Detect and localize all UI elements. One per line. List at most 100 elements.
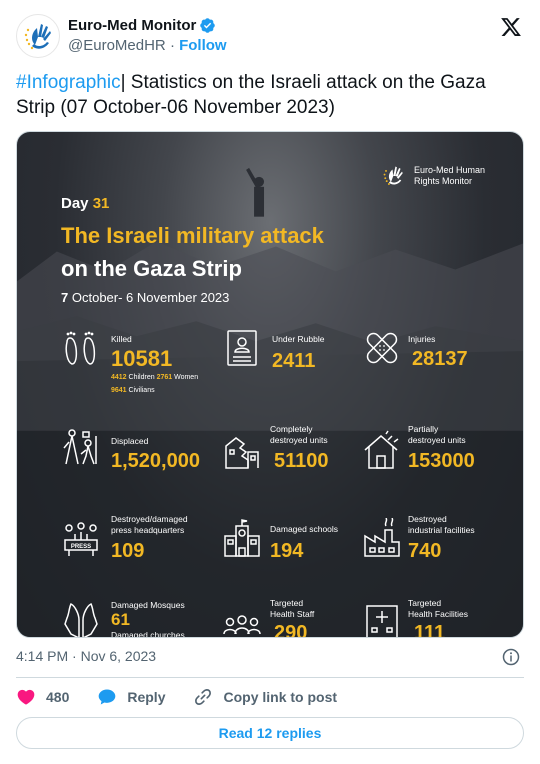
org-name: Euro-Med Human Rights Monitor xyxy=(413,165,485,186)
civilians-label: Civilians xyxy=(128,387,155,394)
stat-value: 153000 xyxy=(408,450,475,472)
hospital-icon xyxy=(366,605,398,637)
rubble-background xyxy=(17,167,523,637)
stat-schools: Damaged schools 194 xyxy=(222,512,362,572)
timestamp[interactable]: 4:14 PM · Nov 6, 2023 xyxy=(16,648,157,664)
damaged-house-icon xyxy=(364,430,399,469)
day-number: 31 xyxy=(92,195,110,212)
reply-button[interactable]: Reply xyxy=(97,687,165,707)
stat-injuries: Injuries 28137 xyxy=(362,328,512,388)
date-range-start: 7 xyxy=(61,290,69,305)
press-sign: PRESS xyxy=(71,544,91,550)
date-range: 7 October- 6 November 2023 xyxy=(61,290,229,305)
children-value: 4412 xyxy=(111,374,127,381)
infographic-title-line1: The Israeli military attack xyxy=(61,223,324,248)
infographic-image[interactable]: Euro-Med Human Rights Monitor Day 31 The… xyxy=(16,131,524,638)
name-row: Euro-Med Monitor xyxy=(68,17,216,34)
handle[interactable]: @EuroMedHR xyxy=(68,37,166,54)
stat-label: Targeted Health Facilities xyxy=(408,598,468,619)
stat-value: 109 xyxy=(111,540,145,562)
rubble-figure xyxy=(246,167,265,217)
stat-value: 10581 xyxy=(111,346,173,371)
org-logo: Euro-Med Human Rights Monitor xyxy=(378,160,485,192)
reply-label: Reply xyxy=(127,689,166,705)
stat-mosques: Damaged Mosques 61 Damaged churches xyxy=(61,596,221,638)
civilians-value: 9641 xyxy=(111,387,127,394)
stat-partially-destroyed: Partially destroyed units 153000 xyxy=(362,422,517,486)
separator: · xyxy=(169,37,175,54)
children-label: Children xyxy=(128,374,155,381)
like-count: 480 xyxy=(46,689,70,705)
stat-completely-destroyed: Completely destroyed units 51100 xyxy=(222,422,362,486)
reply-bubble-icon xyxy=(99,689,116,705)
stat-label: Partially destroyed units xyxy=(408,424,466,445)
display-name[interactable]: Euro-Med Monitor xyxy=(68,17,197,34)
copy-link-button[interactable]: Copy link to post xyxy=(193,687,337,707)
link-icon xyxy=(195,689,212,705)
info-icon[interactable] xyxy=(502,648,520,666)
stat-value: 61 xyxy=(111,610,130,629)
stat-value: 51100 xyxy=(274,450,329,472)
stat-label: Completely destroyed units xyxy=(270,424,328,445)
hashtag-link[interactable]: #Infographic xyxy=(16,72,121,93)
praying-hands-icon xyxy=(64,602,98,637)
stat-value: 290 xyxy=(274,622,308,638)
killed-children: 4412 Children 2761 Women xyxy=(111,374,198,381)
date-range-rest: October- 6 November 2023 xyxy=(71,290,230,305)
tweet-header: Euro-Med Monitor @EuroMedHR · Follow xyxy=(16,14,524,58)
bandage-icon xyxy=(366,332,398,364)
women-value: 2761 xyxy=(156,374,173,381)
tweet-text: #Infographic| Statistics on the Israeli … xyxy=(16,70,516,120)
verified-badge-icon xyxy=(200,18,216,33)
stat-label: Under Rubble xyxy=(272,334,325,344)
timestamp-row: 4:14 PM · Nov 6, 2023 xyxy=(16,648,524,668)
stat-industrial: Destroyed industrial facilities 740 xyxy=(362,512,517,572)
stat-press-hq: PRESS Destroyed/damaged press headquarte… xyxy=(61,512,221,572)
stat-label: Displaced xyxy=(111,436,149,446)
follow-button[interactable]: Follow xyxy=(179,37,227,54)
handle-row: @EuroMedHR · Follow xyxy=(68,37,227,54)
destroyed-building-icon xyxy=(225,437,259,469)
killed-civilians: 9641 Civilians xyxy=(111,387,155,394)
stat-value: 111 xyxy=(414,622,446,638)
stat-displaced: Displaced 1,520,000 xyxy=(61,426,221,486)
day-text: Day xyxy=(61,195,89,212)
stat-value: 194 xyxy=(270,540,304,562)
copy-link-label: Copy link to post xyxy=(223,689,338,705)
action-bar: 480 Reply Copy link to post xyxy=(16,686,365,708)
stat-label: Destroyed industrial facilities xyxy=(408,514,475,535)
org-hand-logo-icon xyxy=(383,166,403,185)
day-label: Day 31 xyxy=(61,195,109,212)
churches-label: Damaged churches xyxy=(111,630,185,638)
stat-value: 740 xyxy=(408,540,442,562)
medical-staff-icon xyxy=(223,615,261,635)
women-label: Women xyxy=(174,374,199,381)
stat-label: Killed xyxy=(111,334,132,344)
stat-label: Damaged schools xyxy=(270,524,339,534)
stat-label: Targeted Health Staff xyxy=(270,598,315,619)
x-logo-icon[interactable] xyxy=(500,16,522,38)
infographic-title-line2: on the Gaza Strip xyxy=(61,256,242,281)
press-podium-icon: PRESS xyxy=(64,522,98,556)
stat-value: 1,520,000 xyxy=(111,450,200,472)
stat-health-facilities: Targeted Health Facilities 111 xyxy=(362,592,517,638)
avatar[interactable] xyxy=(16,14,60,58)
stat-label: Injuries xyxy=(408,334,436,344)
id-card-icon xyxy=(227,330,257,366)
displaced-people-icon xyxy=(63,429,97,465)
like-button[interactable]: 480 xyxy=(16,687,69,707)
tweet-body: | Statistics on the Israeli attack on th… xyxy=(16,72,486,118)
stat-label: Damaged Mosques xyxy=(111,600,185,610)
stat-health-staff: Targeted Health Staff 290 xyxy=(222,592,362,638)
heart-icon xyxy=(17,689,35,705)
factory-icon xyxy=(364,518,400,557)
read-replies-button[interactable]: Read 12 replies xyxy=(16,717,524,749)
stat-killed: Killed 10581 4412 Children 2761 Women 96… xyxy=(59,328,219,408)
school-building-icon xyxy=(224,519,260,557)
stat-under-rubble: Under Rubble 2411 xyxy=(222,328,352,388)
stat-value: 28137 xyxy=(412,348,468,370)
stat-value: 2411 xyxy=(272,350,316,372)
stat-label: Destroyed/damaged press headquarters xyxy=(111,514,188,535)
footprints-icon xyxy=(65,331,96,365)
org-hand-logo-icon xyxy=(24,24,51,50)
